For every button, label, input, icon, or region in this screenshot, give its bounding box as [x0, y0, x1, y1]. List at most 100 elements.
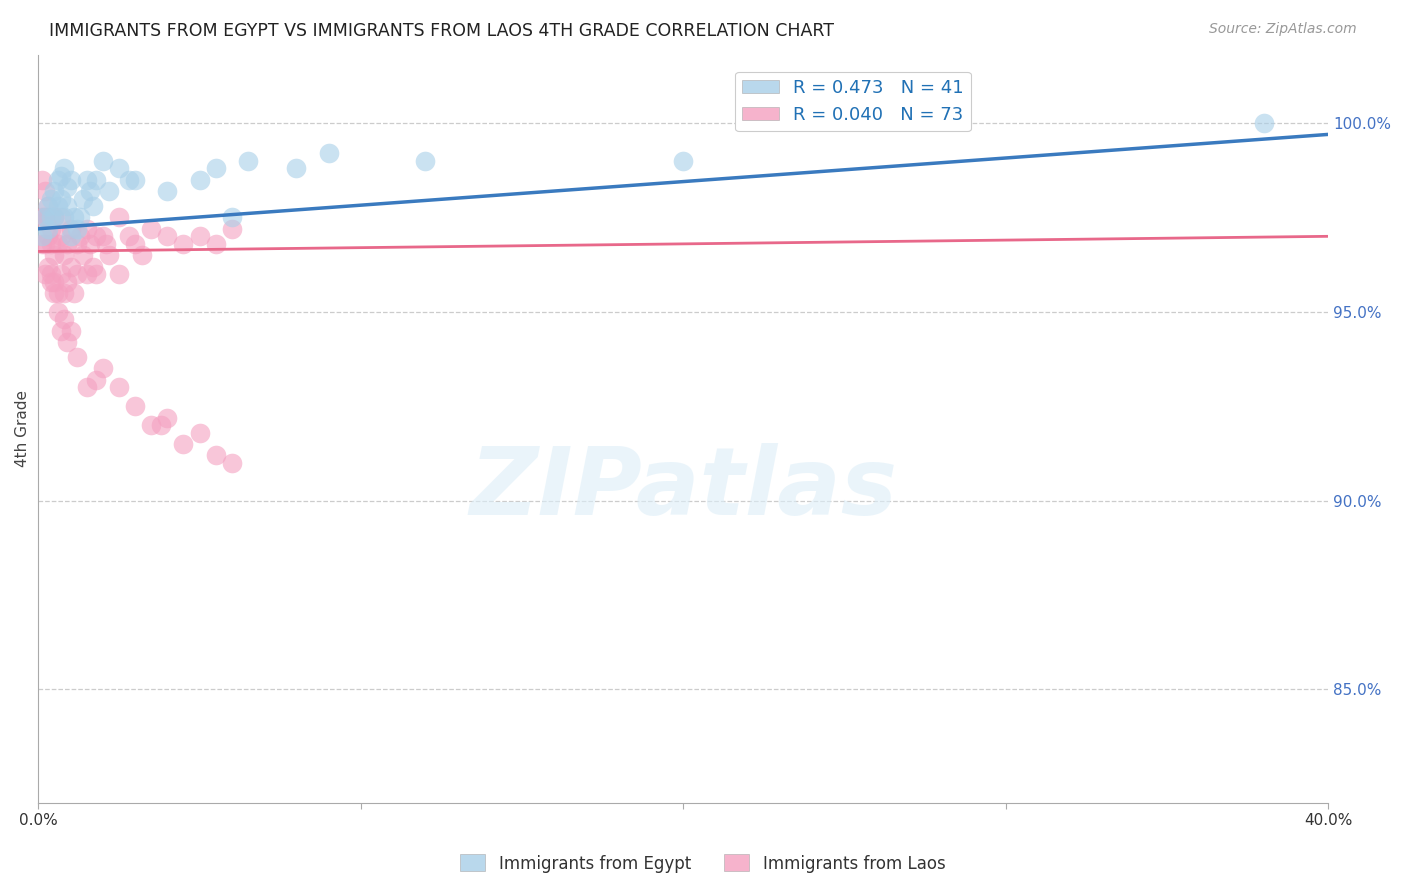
- Point: [59, 229, 82, 244]
- Point: [221, 221, 243, 235]
- Point: [156, 229, 179, 244]
- Point: [156, 410, 179, 425]
- Point: [37, 221, 59, 235]
- Point: [91, 229, 114, 244]
- Point: [39, 211, 62, 225]
- Point: [66, 236, 89, 251]
- Point: [37, 199, 59, 213]
- Point: [34, 184, 56, 198]
- Point: [86, 373, 108, 387]
- Point: [86, 267, 108, 281]
- Point: [34, 267, 56, 281]
- Point: [285, 161, 308, 176]
- Point: [46, 172, 69, 186]
- Point: [86, 229, 108, 244]
- Point: [39, 236, 62, 251]
- Point: [34, 211, 56, 225]
- Point: [62, 285, 84, 300]
- Point: [37, 229, 59, 244]
- Point: [56, 236, 79, 251]
- Point: [56, 275, 79, 289]
- Point: [46, 285, 69, 300]
- Point: [49, 267, 72, 281]
- Text: IMMIGRANTS FROM EGYPT VS IMMIGRANTS FROM LAOS 4TH GRADE CORRELATION CHART: IMMIGRANTS FROM EGYPT VS IMMIGRANTS FROM…: [49, 22, 834, 40]
- Point: [53, 312, 76, 326]
- Point: [131, 248, 153, 262]
- Point: [141, 418, 163, 433]
- Point: [53, 211, 76, 225]
- Point: [82, 199, 104, 213]
- Point: [236, 153, 259, 168]
- Point: [31, 172, 53, 186]
- Point: [44, 184, 66, 198]
- Point: [172, 437, 194, 451]
- Point: [46, 305, 69, 319]
- Point: [79, 236, 101, 251]
- Point: [108, 267, 131, 281]
- Point: [39, 221, 62, 235]
- Point: [91, 153, 114, 168]
- Point: [98, 184, 121, 198]
- Point: [221, 211, 243, 225]
- Point: [34, 236, 56, 251]
- Point: [59, 221, 82, 235]
- Point: [46, 236, 69, 251]
- Point: [188, 229, 211, 244]
- Point: [53, 248, 76, 262]
- Point: [188, 172, 211, 186]
- Point: [59, 324, 82, 338]
- Point: [53, 161, 76, 176]
- Y-axis label: 4th Grade: 4th Grade: [15, 391, 30, 467]
- Point: [72, 248, 94, 262]
- Point: [31, 229, 53, 244]
- Point: [37, 199, 59, 213]
- Point: [141, 221, 163, 235]
- Point: [56, 199, 79, 213]
- Point: [204, 448, 226, 462]
- Point: [204, 161, 226, 176]
- Point: [59, 260, 82, 274]
- Point: [82, 260, 104, 274]
- Point: [124, 172, 146, 186]
- Point: [86, 172, 108, 186]
- Legend: Immigrants from Egypt, Immigrants from Laos: Immigrants from Egypt, Immigrants from L…: [454, 847, 952, 880]
- Point: [108, 211, 131, 225]
- Point: [49, 229, 72, 244]
- Point: [72, 192, 94, 206]
- Point: [149, 418, 172, 433]
- Point: [117, 172, 139, 186]
- Point: [69, 211, 91, 225]
- Point: [204, 236, 226, 251]
- Point: [413, 153, 436, 168]
- Point: [76, 172, 98, 186]
- Point: [69, 229, 91, 244]
- Point: [66, 267, 89, 281]
- Point: [672, 153, 695, 168]
- Point: [34, 211, 56, 225]
- Point: [49, 192, 72, 206]
- Point: [49, 324, 72, 338]
- Point: [318, 146, 340, 161]
- Point: [31, 236, 53, 251]
- Point: [79, 184, 101, 198]
- Point: [44, 211, 66, 225]
- Text: ZIPatlas: ZIPatlas: [470, 442, 897, 534]
- Point: [39, 267, 62, 281]
- Point: [108, 161, 131, 176]
- Point: [124, 399, 146, 413]
- Point: [53, 285, 76, 300]
- Point: [66, 221, 89, 235]
- Point: [98, 248, 121, 262]
- Point: [44, 275, 66, 289]
- Point: [108, 380, 131, 394]
- Point: [156, 184, 179, 198]
- Point: [76, 380, 98, 394]
- Point: [44, 211, 66, 225]
- Point: [117, 229, 139, 244]
- Point: [44, 285, 66, 300]
- Point: [37, 260, 59, 274]
- Point: [44, 248, 66, 262]
- Point: [56, 334, 79, 349]
- Point: [46, 199, 69, 213]
- Point: [49, 169, 72, 183]
